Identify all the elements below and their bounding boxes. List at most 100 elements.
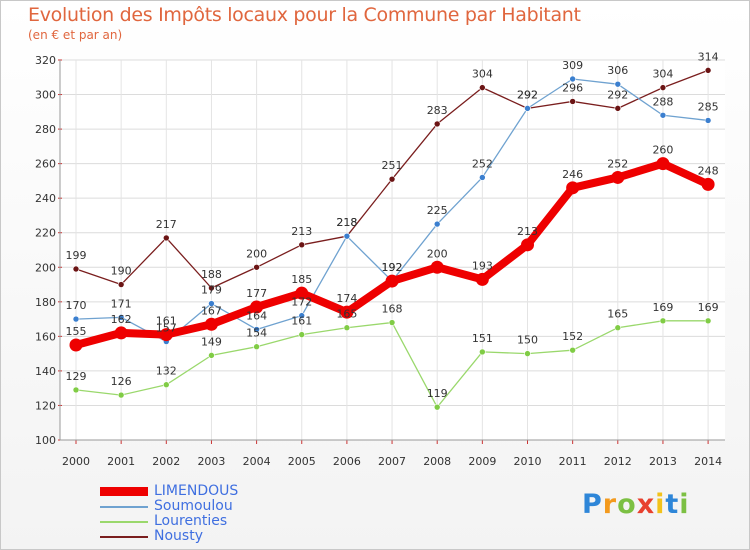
data-label-soumoulou: 288 bbox=[652, 95, 673, 108]
data-label-soumoulou: 285 bbox=[698, 100, 719, 113]
data-point-limendous bbox=[430, 260, 444, 274]
data-point-limendous bbox=[521, 238, 534, 252]
logo-letter: o bbox=[617, 489, 637, 520]
data-label-limendous: 252 bbox=[607, 157, 628, 170]
data-label-lourenties: 126 bbox=[111, 375, 132, 388]
data-point-lourenties bbox=[388, 319, 396, 326]
data-point-nousty bbox=[433, 120, 441, 128]
legend-label-limendous: LIMENDOUS bbox=[154, 483, 239, 499]
data-label-limendous: 200 bbox=[427, 247, 448, 260]
data-label-nousty: 188 bbox=[201, 268, 222, 281]
data-point-limendous bbox=[159, 328, 173, 342]
legend-item-nousty: Nousty bbox=[100, 529, 300, 544]
logo-letter: x bbox=[636, 489, 656, 520]
x-tick-label: 2003 bbox=[197, 455, 225, 468]
data-label-soumoulou: 157 bbox=[156, 322, 177, 335]
x-tick-label: 2014 bbox=[694, 455, 722, 468]
data-label-lourenties: 129 bbox=[66, 370, 87, 383]
data-point-soumoulou bbox=[117, 314, 125, 321]
proxiti-logo: Proxiti bbox=[582, 489, 690, 520]
data-label-lourenties: 151 bbox=[472, 332, 493, 345]
data-label-nousty: 304 bbox=[652, 68, 673, 81]
y-tick-label: 200 bbox=[35, 261, 56, 274]
logo-letter: i bbox=[655, 489, 666, 520]
x-tick-label: 2006 bbox=[333, 455, 361, 468]
data-point-lourenties bbox=[208, 352, 215, 359]
y-tick-label: 260 bbox=[35, 158, 56, 171]
legend-item-limendous: LIMENDOUS bbox=[100, 484, 300, 499]
logo-letter: P bbox=[582, 489, 603, 520]
logo-letter: i bbox=[679, 489, 690, 520]
data-point-limendous bbox=[385, 274, 399, 288]
data-point-lourenties bbox=[343, 324, 351, 332]
data-point-soumoulou bbox=[704, 117, 712, 124]
data-label-nousty: 314 bbox=[698, 50, 719, 63]
data-label-lourenties: 149 bbox=[201, 335, 222, 348]
data-label-limendous: 193 bbox=[472, 259, 493, 272]
x-tick-label: 2005 bbox=[288, 455, 316, 468]
data-point-soumoulou bbox=[298, 312, 306, 319]
legend: LIMENDOUS Soumoulou Lourenties Nousty bbox=[100, 484, 300, 544]
data-point-limendous bbox=[295, 286, 309, 300]
data-label-soumoulou: 252 bbox=[472, 157, 493, 170]
legend-label-soumoulou: Soumoulou bbox=[154, 498, 233, 514]
data-label-nousty: 304 bbox=[472, 68, 493, 81]
data-point-nousty bbox=[659, 84, 667, 91]
x-tick-label: 2010 bbox=[514, 455, 542, 468]
data-point-soumoulou bbox=[343, 232, 351, 240]
legend-item-soumoulou: Soumoulou bbox=[100, 499, 300, 514]
data-point-lourenties bbox=[253, 343, 260, 351]
data-label-soumoulou: 309 bbox=[562, 59, 583, 72]
data-label-nousty: 283 bbox=[427, 104, 448, 117]
data-point-nousty bbox=[479, 84, 486, 91]
data-label-lourenties: 154 bbox=[246, 327, 267, 340]
legend-swatch-lourenties bbox=[100, 521, 148, 523]
x-tick-label: 2013 bbox=[649, 455, 677, 468]
data-point-soumoulou bbox=[253, 326, 260, 333]
data-label-soumoulou: 164 bbox=[246, 309, 267, 322]
data-label-limendous: 246 bbox=[562, 168, 583, 181]
legend-swatch-limendous bbox=[100, 487, 148, 496]
data-label-nousty: 292 bbox=[517, 88, 538, 101]
x-tick-label: 2007 bbox=[378, 455, 406, 468]
data-label-nousty: 217 bbox=[156, 218, 177, 231]
x-tick-label: 2002 bbox=[152, 455, 180, 468]
data-label-soumoulou: 292 bbox=[517, 88, 538, 101]
data-point-limendous bbox=[566, 181, 580, 195]
data-label-limendous: 174 bbox=[336, 292, 357, 305]
y-tick-label: 180 bbox=[35, 296, 56, 309]
data-label-nousty: 199 bbox=[66, 249, 87, 262]
data-point-lourenties bbox=[524, 350, 531, 357]
data-point-soumoulou bbox=[614, 80, 622, 88]
data-point-lourenties bbox=[433, 403, 441, 411]
data-label-nousty: 296 bbox=[562, 81, 583, 94]
data-point-lourenties bbox=[569, 346, 576, 354]
data-point-nousty bbox=[298, 241, 306, 249]
x-tick-label: 2011 bbox=[559, 455, 587, 468]
y-tick-label: 280 bbox=[35, 123, 56, 136]
data-point-lourenties bbox=[704, 317, 712, 325]
data-label-limendous: 161 bbox=[156, 315, 177, 328]
data-point-limendous bbox=[69, 338, 83, 352]
legend-label-nousty: Nousty bbox=[154, 528, 203, 544]
x-tick-label: 2009 bbox=[468, 455, 496, 468]
data-point-limendous bbox=[701, 177, 715, 191]
data-label-soumoulou: 192 bbox=[382, 261, 403, 274]
data-label-lourenties: 165 bbox=[607, 308, 628, 321]
data-point-limendous bbox=[114, 326, 128, 340]
data-point-soumoulou bbox=[72, 315, 80, 323]
data-label-soumoulou: 306 bbox=[607, 64, 628, 77]
data-label-soumoulou: 225 bbox=[427, 204, 448, 217]
data-label-nousty: 251 bbox=[382, 159, 403, 172]
data-point-lourenties bbox=[298, 331, 306, 338]
data-point-limendous bbox=[656, 157, 670, 171]
data-point-nousty bbox=[117, 281, 125, 288]
data-label-lourenties: 132 bbox=[156, 365, 177, 378]
legend-swatch-nousty bbox=[100, 536, 148, 538]
data-label-nousty: 292 bbox=[607, 88, 628, 101]
data-point-soumoulou bbox=[524, 105, 531, 112]
logo-letter: r bbox=[602, 489, 618, 520]
data-point-lourenties bbox=[117, 391, 125, 399]
legend-item-lourenties: Lourenties bbox=[100, 514, 300, 529]
